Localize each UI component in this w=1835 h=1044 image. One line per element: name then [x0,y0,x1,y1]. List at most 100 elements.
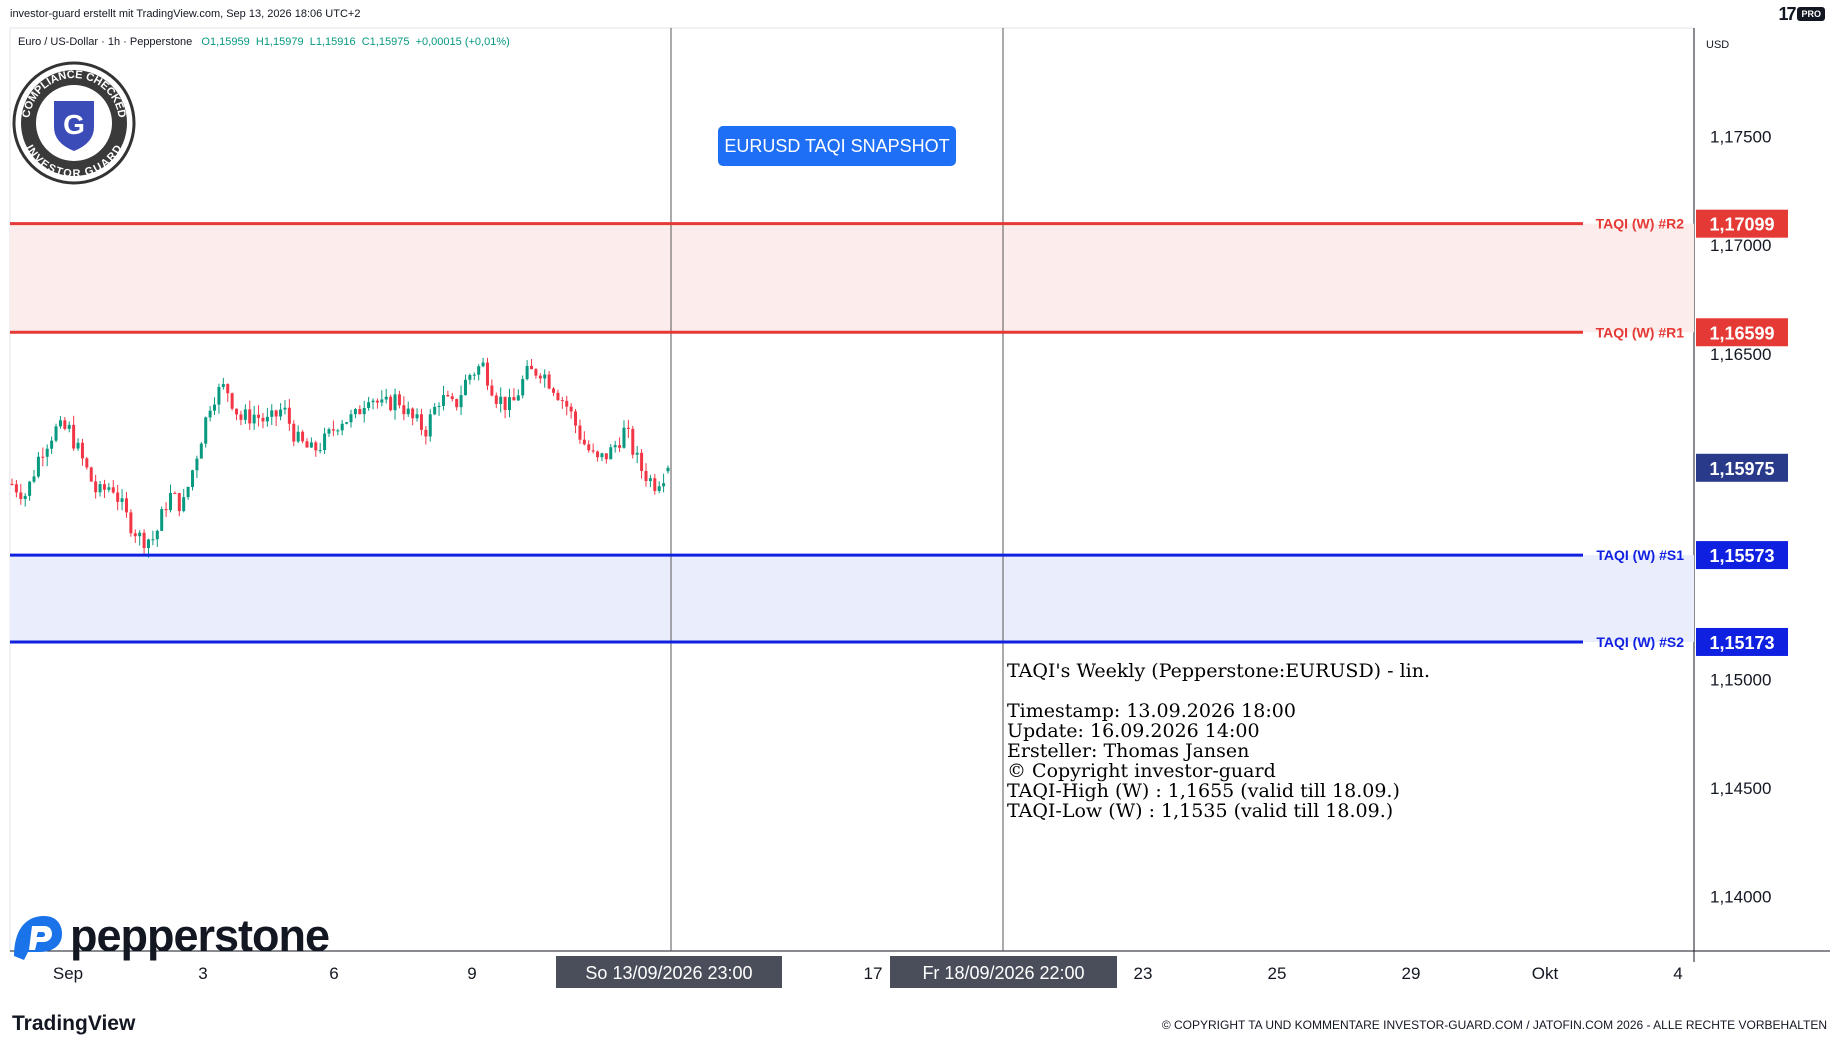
candle-body [375,400,379,403]
candle-body [305,441,309,448]
candle-body [384,396,388,400]
annotation-line: Update: 16.09.2026 14:00 [1007,720,1260,742]
candle-body [516,395,520,401]
snapshot-badge[interactable]: EURUSD TAQI SNAPSHOT [718,126,956,166]
candle-body [67,424,71,429]
candle-body [32,476,36,482]
pro-badge: PRO [1797,7,1825,21]
candle-body [600,453,604,458]
candle-body [336,430,340,432]
level-name: TAQI (W) #S2 [1596,634,1684,650]
crosshair-label: Fr 18/09/2026 22:00 [922,963,1084,983]
low-value: L1,15916 [309,36,356,48]
candle-body [578,425,582,440]
candle-body [107,487,111,490]
candle-body [213,404,217,411]
candle-body [129,512,133,534]
crosshair-label-box [890,956,1117,988]
annotation-line: © Copyright investor-guard [1007,760,1276,782]
candle-body [367,402,371,409]
x-tick-label: 17 [864,964,883,983]
level-price-box [1696,318,1788,347]
candle-body [204,417,208,444]
candle-body [626,427,630,429]
current-price-box [1696,453,1788,482]
price-chart[interactable]: USD 1,17500 1,17000 1,16500 1,15000 1,14500 1,… [0,0,1835,1000]
level-price-label: 1,15173 [1709,633,1774,653]
candle-body [309,442,313,448]
candle-body [358,408,362,415]
candle-body [283,407,287,410]
currency-label: USD [1706,39,1729,51]
candle-body [635,452,639,455]
y-tick-label: 1,15000 [1710,671,1771,690]
x-tick-label: 23 [1134,964,1153,983]
candle-body [120,498,124,502]
candle-body [662,483,666,487]
candle-body [327,429,331,434]
candle-body [648,478,652,482]
level-price-label: 1,16599 [1709,323,1774,343]
candle-body [622,427,626,448]
candle-body [208,410,212,418]
x-tick-label: 9 [467,964,476,983]
candle-body [89,467,93,482]
x-tick-label: 29 [1402,964,1421,983]
candle-body [331,429,335,431]
candle-body [142,532,146,549]
candle-body [102,484,106,490]
candle-body [503,396,507,410]
change-value: +0,00015 (+0,01%) [415,36,510,48]
candle-body [499,396,503,404]
candle-body [138,532,142,537]
x-tick-label: Okt [1532,964,1559,983]
candle-body [217,386,221,405]
candle-body [653,478,657,491]
candle-body [415,414,419,419]
candle-body [402,405,406,415]
candle-body [494,395,498,404]
candle-body [362,408,366,415]
level-name: TAQI (W) #R2 [1596,216,1685,232]
tradingview-brand: TradingView [12,1012,136,1035]
candle-body [10,484,14,486]
candle-body [63,420,67,429]
candle-body [574,411,578,426]
candle-body [58,420,62,427]
candle-body [177,493,181,512]
candle-body [389,396,393,411]
candle-body [525,365,529,380]
symbol-name: Euro / US-Dollar · 1h · Pepperstone [18,36,193,48]
candle-body [279,409,283,417]
candle-body [397,394,401,406]
annotation-line: Ersteller: Thomas Jansen [1007,740,1250,762]
candle-body [459,395,463,408]
footer: TradingView © COPYRIGHT TA UND KOMMENTAR… [0,1000,1835,1044]
candle-body [419,414,423,430]
candle-body [455,399,459,408]
candle-body [257,414,261,418]
candle-body [164,509,168,511]
candle-body [393,394,397,411]
candle-body [199,443,203,459]
annotation-line: Timestamp: 13.09.2026 18:00 [1007,700,1296,722]
candle-body [530,365,534,370]
candle-body [235,408,239,415]
high-value: H1,15979 [255,36,304,48]
candle-body [252,414,256,424]
candle-body [151,539,155,541]
candle-body [36,456,40,477]
crosshair-label: So 13/09/2026 23:00 [585,963,752,983]
level-name: TAQI (W) #S1 [1596,547,1684,563]
plot-area [9,27,1695,952]
candle-body [349,414,353,423]
candle-body [591,450,595,452]
candle-body [28,481,32,496]
candle-body [85,458,89,468]
seal-letter: G [63,109,85,140]
close-value: C1,15975 [361,36,410,48]
level-name: TAQI (W) #R1 [1596,324,1685,340]
candle-body [248,409,252,424]
candle-body [270,410,274,417]
candle-body [133,533,137,537]
